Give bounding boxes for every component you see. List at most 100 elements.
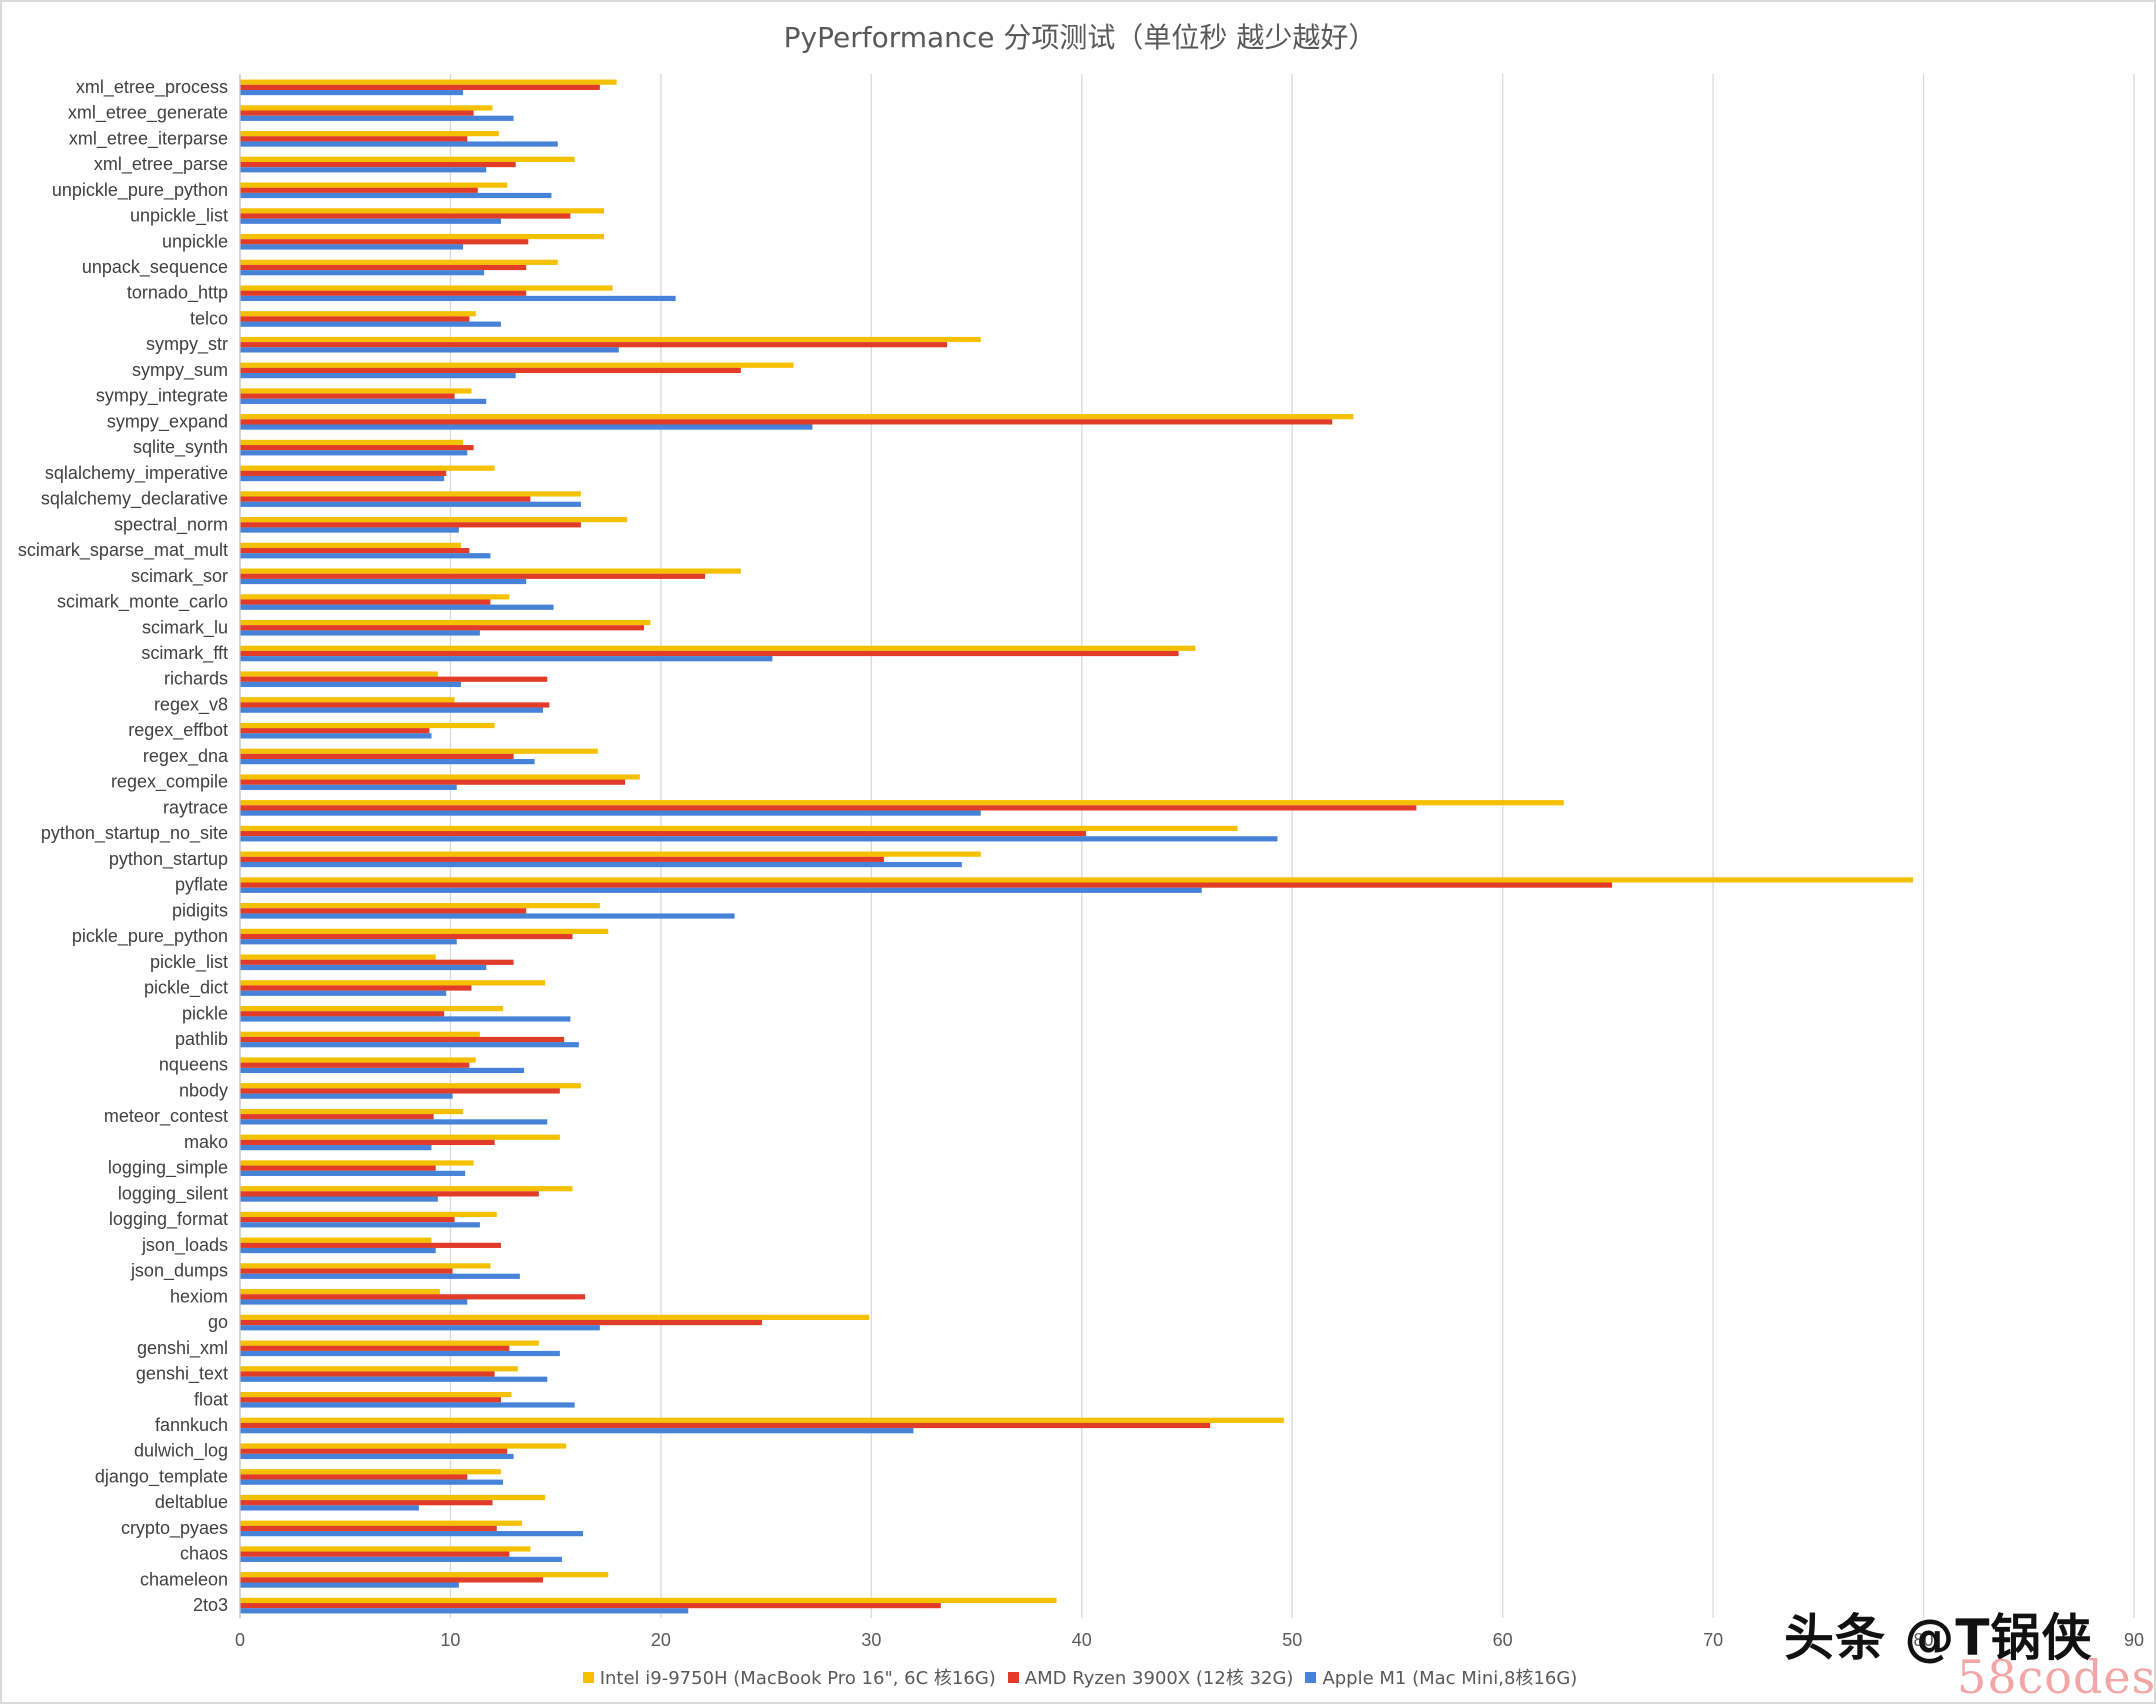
bar-series-1 — [240, 1211, 497, 1218]
bar-series-1 — [240, 517, 628, 523]
bar-series-2 — [240, 779, 626, 785]
category-label: logging_silent — [118, 1183, 228, 1204]
bar-series-3 — [240, 1402, 575, 1408]
category-label: sqlalchemy_declarative — [41, 489, 228, 510]
category-label: scimark_monte_carlo — [57, 592, 228, 613]
category-label: crypto_pyaes — [121, 1518, 228, 1539]
bar-series-1 — [240, 800, 1564, 806]
category-label: unpickle — [162, 231, 228, 251]
bar-series-3 — [240, 398, 487, 404]
category-label: go — [208, 1312, 228, 1332]
category-label: pyflate — [175, 875, 228, 895]
legend-label: AMD Ryzen 3900X (12核 32G) — [1024, 1668, 1294, 1689]
category-label: sympy_sum — [132, 360, 228, 381]
bar-series-1 — [240, 1597, 1057, 1604]
bar-series-3 — [240, 1196, 438, 1202]
bar-series-1 — [240, 414, 1354, 420]
bar-series-2 — [240, 805, 1417, 811]
legend: Intel i9-9750H (MacBook Pro 16", 6C 核16G… — [2, 1664, 2156, 1690]
bar-series-3 — [240, 1119, 548, 1125]
category-label: regex_dna — [143, 746, 229, 767]
legend-label: Apple M1 (Mac Mini,8核16G) — [1322, 1668, 1578, 1689]
bar-series-3 — [240, 1350, 560, 1357]
bar-series-1 — [240, 1366, 518, 1372]
bar-series-2 — [240, 1474, 468, 1480]
category-label: meteor_contest — [104, 1106, 228, 1127]
bar-series-2 — [240, 908, 527, 914]
bar-series-2 — [240, 625, 645, 631]
x-tick-label: 0 — [235, 1630, 245, 1650]
bar-series-1 — [240, 954, 436, 960]
bar-series-3 — [240, 964, 487, 971]
bar-series-3 — [240, 707, 544, 713]
bar-series-2 — [240, 1114, 434, 1120]
bar-series-2 — [240, 650, 1179, 657]
category-label: xml_etree_parse — [94, 154, 228, 175]
bar-series-1 — [240, 774, 640, 780]
bar-series-3 — [240, 192, 552, 199]
category-label: 2to3 — [193, 1595, 228, 1615]
bar-series-2 — [240, 1139, 495, 1146]
category-label: sympy_expand — [107, 411, 228, 432]
bar-series-1 — [240, 851, 981, 857]
bar-series-3 — [240, 578, 527, 585]
bar-series-1 — [240, 1108, 464, 1115]
bar-series-2 — [240, 290, 527, 296]
category-label: xml_etree_process — [76, 77, 228, 98]
bar-series-2 — [240, 599, 491, 605]
bar-series-3 — [240, 501, 581, 507]
bar-series-1 — [240, 1443, 567, 1449]
bar-series-1 — [240, 336, 981, 343]
bar-series-2 — [240, 1577, 544, 1583]
bar-series-3 — [240, 1608, 689, 1614]
category-label: sqlite_synth — [133, 437, 228, 458]
category-label: raytrace — [163, 797, 228, 817]
bar-series-3 — [240, 450, 468, 456]
legend-item-1: Intel i9-9750H (MacBook Pro 16", 6C 核16G… — [582, 1664, 996, 1690]
chart-title: PyPerformance 分项测试（单位秒 越少越好） — [783, 21, 1377, 54]
bar-series-1 — [240, 594, 510, 600]
bar-series-3 — [240, 784, 457, 790]
bar-series-1 — [240, 311, 476, 317]
x-tick-label: 20 — [651, 1630, 671, 1650]
bar-series-2 — [240, 264, 527, 271]
bar-series-2 — [240, 367, 741, 374]
category-label: xml_etree_generate — [68, 103, 228, 124]
bar-series-1 — [240, 619, 651, 626]
bar-series-3 — [240, 475, 445, 482]
bar-series-3 — [240, 810, 981, 816]
bar-series-3 — [240, 115, 514, 121]
bar-series-2 — [240, 1319, 762, 1326]
bar-series-1 — [240, 1263, 491, 1269]
bar-series-1 — [240, 465, 495, 471]
bar-series-3 — [240, 1531, 584, 1537]
category-label: nqueens — [159, 1055, 228, 1075]
category-label: pathlib — [175, 1029, 228, 1049]
bar-series-3 — [240, 939, 457, 945]
category-label: sympy_str — [146, 334, 228, 355]
category-label: regex_v8 — [154, 694, 228, 715]
x-tick-label: 10 — [440, 1630, 460, 1650]
bar-series-1 — [240, 903, 600, 909]
bar-series-2 — [240, 187, 478, 193]
bar-series-2 — [240, 933, 573, 940]
category-label: pidigits — [172, 900, 228, 920]
bar-series-3 — [240, 1093, 453, 1099]
bar-series-1 — [240, 1469, 501, 1475]
bar-series-2 — [240, 1551, 510, 1557]
bar-series-2 — [240, 573, 706, 579]
category-label: xml_etree_iterparse — [69, 128, 228, 149]
bar-series-3 — [240, 1170, 466, 1176]
bar-series-3 — [240, 604, 554, 610]
category-label: logging_simple — [108, 1158, 228, 1179]
category-label: sympy_integrate — [96, 386, 228, 407]
bar-series-2 — [240, 161, 516, 168]
category-label: genshi_text — [136, 1364, 228, 1385]
bar-series-1 — [240, 980, 546, 986]
category-label: django_template — [95, 1466, 228, 1487]
bar-series-2 — [240, 496, 531, 502]
bar-series-3 — [240, 527, 459, 533]
bar-series-3 — [240, 836, 1278, 842]
category-label: genshi_xml — [137, 1338, 228, 1359]
